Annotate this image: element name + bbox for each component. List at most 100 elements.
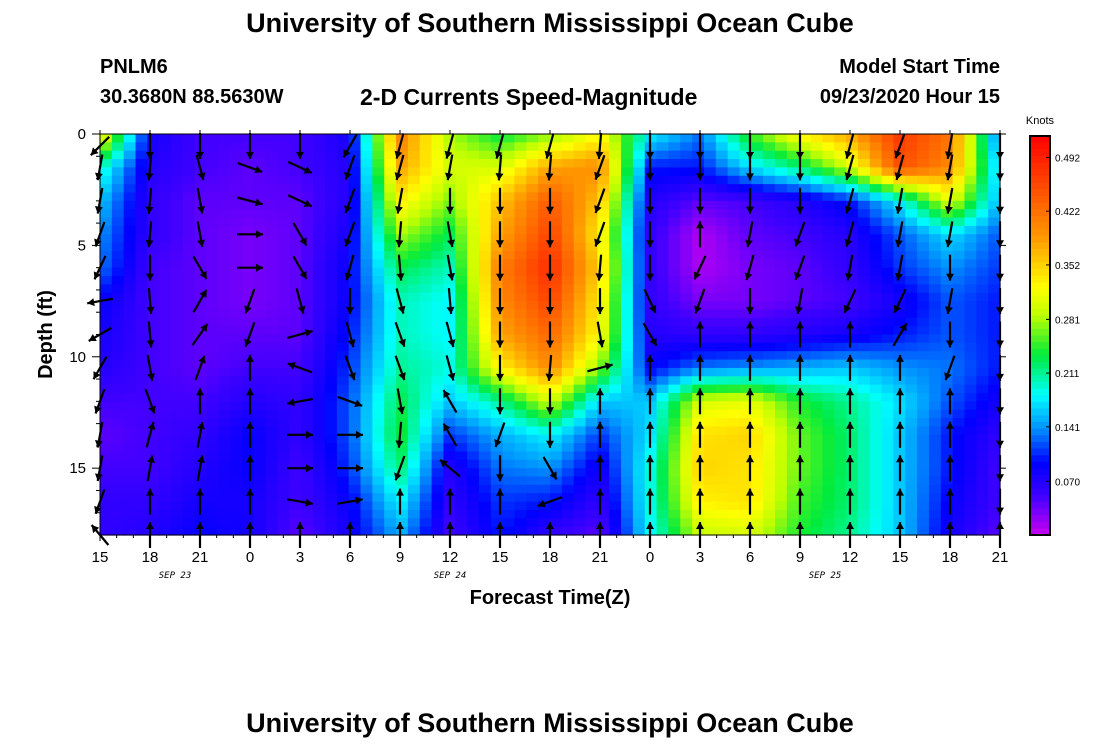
vector-head xyxy=(646,455,654,463)
heatmap-cell xyxy=(917,418,930,427)
heatmap-cell xyxy=(289,167,302,177)
heatmap-cell xyxy=(692,200,705,210)
heatmap-cell xyxy=(194,443,208,453)
heatmap-cell xyxy=(656,184,670,194)
heatmap-cell xyxy=(692,234,705,244)
heatmap-cell xyxy=(313,418,326,427)
heatmap-cell xyxy=(763,326,776,336)
heatmap-cell xyxy=(656,443,670,453)
heatmap-cell xyxy=(538,443,551,453)
heatmap-cell xyxy=(680,493,693,503)
heatmap-cell xyxy=(964,451,977,461)
heatmap-cell xyxy=(988,134,1001,143)
heatmap-cell xyxy=(692,351,705,361)
heatmap-cell xyxy=(182,284,196,294)
heatmap-cell xyxy=(325,276,338,285)
heatmap-cell xyxy=(253,459,267,469)
current-vector xyxy=(846,354,854,381)
heatmap-cell xyxy=(384,301,397,311)
heatmap-cell xyxy=(502,443,516,453)
heatmap-cell xyxy=(609,326,622,336)
heatmap-cell xyxy=(573,209,587,219)
heatmap-cell xyxy=(431,242,445,252)
heatmap-cell xyxy=(455,334,468,344)
heatmap-cell xyxy=(325,242,338,252)
heatmap-cell xyxy=(668,175,681,185)
heatmap-cell xyxy=(692,326,705,336)
heatmap-cell xyxy=(396,501,409,511)
heatmap-cell xyxy=(253,359,267,369)
heatmap-cell xyxy=(550,392,563,402)
heatmap-cell xyxy=(940,309,954,319)
heatmap-cell xyxy=(182,501,196,511)
heatmap-cell xyxy=(928,484,942,494)
heatmap-cell xyxy=(703,134,717,143)
heatmap-cell xyxy=(751,409,764,419)
heatmap-cell xyxy=(265,301,279,311)
heatmap-cell xyxy=(538,493,551,503)
heatmap-cell xyxy=(846,401,859,411)
heatmap-cell xyxy=(100,359,113,369)
heatmap-cell xyxy=(336,134,350,143)
heatmap-cell xyxy=(171,142,184,152)
heatmap-cell xyxy=(194,326,208,336)
heatmap-cell xyxy=(419,134,433,143)
heatmap-cell xyxy=(419,309,433,319)
heatmap-cell xyxy=(810,284,823,294)
heatmap-cell xyxy=(703,234,717,244)
heatmap-cell xyxy=(739,284,752,294)
heatmap-cell xyxy=(881,217,895,227)
heatmap-cell xyxy=(171,367,184,377)
heatmap-cell xyxy=(834,200,847,210)
heatmap-cell xyxy=(917,384,930,394)
heatmap-cell xyxy=(396,484,409,494)
heatmap-cell xyxy=(194,418,208,427)
heatmap-cell xyxy=(360,384,373,394)
heatmap-cell xyxy=(218,351,231,361)
heatmap-cell xyxy=(478,242,492,252)
heatmap-cell xyxy=(182,309,196,319)
heatmap-cell xyxy=(182,401,196,411)
heatmap-cell xyxy=(952,443,966,453)
heatmap-cell xyxy=(265,451,279,461)
heatmap-cell xyxy=(822,367,835,377)
heatmap-cell xyxy=(277,217,291,227)
heatmap-cell xyxy=(940,501,954,511)
heatmap-cell xyxy=(325,175,338,185)
heatmap-cell xyxy=(917,192,930,202)
heatmap-cell xyxy=(869,384,883,394)
heatmap-cell xyxy=(313,443,326,453)
heatmap-cell xyxy=(313,459,326,469)
heatmap-cell xyxy=(218,501,231,511)
heatmap-cell xyxy=(988,234,1001,244)
heatmap-cell xyxy=(905,150,918,160)
heatmap-cell xyxy=(443,468,456,478)
heatmap-cell xyxy=(609,351,622,361)
heatmap-cell xyxy=(478,376,492,386)
heatmap-cell xyxy=(230,267,243,277)
heatmap-cell xyxy=(135,184,148,194)
heatmap-cell xyxy=(609,501,622,511)
heatmap-cell xyxy=(325,309,338,319)
current-vector xyxy=(696,321,704,348)
heatmap-cell xyxy=(976,434,989,444)
heatmap-cell xyxy=(739,459,752,469)
current-vector xyxy=(696,421,704,448)
heatmap-cell xyxy=(869,209,883,219)
heatmap-cell xyxy=(111,301,125,311)
heatmap-cell xyxy=(597,225,610,235)
heatmap-cell xyxy=(952,242,966,252)
heatmap-cell xyxy=(111,476,125,486)
heatmap-cell xyxy=(857,134,871,143)
vector-head xyxy=(444,150,453,159)
heatmap-cell xyxy=(751,401,764,411)
current-vector xyxy=(394,133,405,159)
heatmap-cell xyxy=(775,476,788,486)
heatmap-cell xyxy=(739,334,752,344)
heatmap-cell xyxy=(490,301,504,311)
heatmap-cell xyxy=(573,234,587,244)
heatmap-cell xyxy=(182,317,196,327)
heatmap-cell xyxy=(668,392,681,402)
heatmap-cell xyxy=(585,225,598,235)
heatmap-cell xyxy=(597,484,610,494)
